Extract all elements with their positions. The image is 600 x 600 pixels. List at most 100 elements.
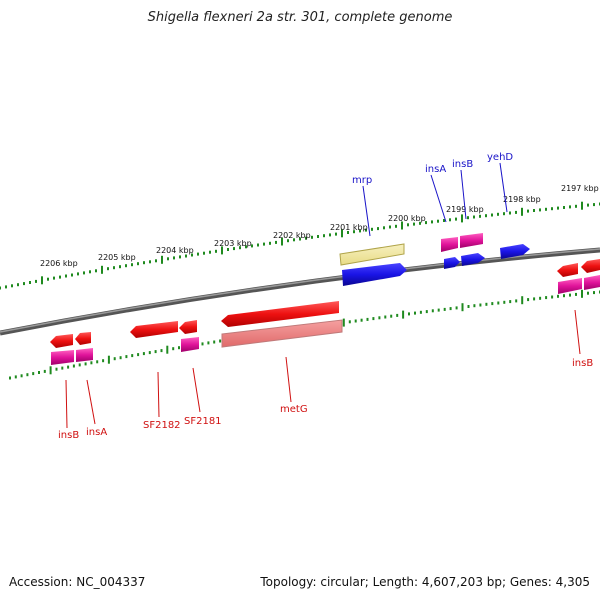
- minor-tick: [213, 340, 216, 344]
- minor-tick: [155, 259, 157, 263]
- minor-tick: [551, 295, 554, 299]
- minor-tick: [293, 238, 295, 242]
- minor-tick: [551, 207, 553, 211]
- genome-backbone: [0, 247, 600, 336]
- minor-tick: [479, 214, 481, 218]
- scale-label: 2202 kbp: [273, 231, 311, 240]
- minor-tick: [113, 357, 116, 361]
- minor-tick: [437, 308, 440, 312]
- minor-tick: [43, 369, 46, 373]
- minor-tick: [59, 275, 61, 279]
- minor-tick: [587, 203, 589, 207]
- minor-tick: [509, 211, 511, 215]
- minor-tick: [14, 375, 17, 379]
- minor-tick: [89, 270, 91, 274]
- feature-right-2: [581, 259, 600, 273]
- minor-tick: [372, 317, 375, 321]
- scale-label: 2204 kbp: [156, 246, 194, 255]
- feature-insB-cds: [461, 253, 485, 266]
- feature-mrp-cds: [342, 263, 407, 286]
- minor-tick: [485, 214, 487, 218]
- major-tick: [221, 246, 223, 255]
- feature-insA-top: [441, 237, 458, 252]
- gene-label-mrp: mrp: [352, 175, 372, 186]
- minor-tick: [425, 221, 427, 225]
- minor-tick: [389, 225, 391, 229]
- minor-tick: [371, 227, 373, 231]
- minor-tick: [227, 248, 229, 251]
- feature-insA-left-cds: [75, 332, 91, 345]
- feature-insB-left-cds: [50, 334, 73, 348]
- minor-tick: [71, 273, 73, 277]
- minor-tick: [359, 229, 361, 233]
- minor-tick: [203, 251, 205, 255]
- minor-tick: [239, 246, 241, 250]
- minor-tick: [9, 376, 11, 380]
- genome-title: Shigella flexneri 2a str. 301, complete …: [147, 10, 453, 25]
- minor-tick: [563, 294, 565, 298]
- scale-ticks: [0, 201, 600, 380]
- feature-right-3: [558, 278, 582, 294]
- minor-tick: [119, 356, 122, 360]
- minor-tick: [491, 302, 494, 306]
- minor-tick: [11, 284, 13, 288]
- minor-tick: [467, 305, 470, 308]
- feature-right-1: [557, 263, 578, 277]
- minor-tick: [443, 219, 445, 222]
- minor-tick: [143, 261, 145, 265]
- minor-tick: [431, 309, 434, 313]
- minor-tick: [383, 226, 385, 230]
- minor-tick: [323, 234, 325, 238]
- minor-tick: [0, 286, 1, 290]
- scale-label: 2205 kbp: [98, 253, 136, 262]
- minor-tick: [395, 224, 397, 228]
- minor-tick: [449, 307, 452, 311]
- feature-insB-left: [51, 350, 74, 365]
- minor-tick: [539, 296, 542, 300]
- feature-insB-top: [460, 233, 483, 248]
- minor-tick: [173, 256, 175, 260]
- major-tick: [461, 214, 463, 223]
- minor-tick: [377, 227, 379, 231]
- minor-tick: [154, 350, 157, 354]
- minor-tick: [575, 204, 577, 208]
- minor-tick: [251, 244, 253, 248]
- minor-tick: [77, 272, 79, 276]
- minor-tick: [311, 235, 313, 239]
- minor-tick: [533, 209, 535, 212]
- minor-tick: [149, 260, 151, 264]
- minor-tick: [408, 312, 410, 316]
- scale-label: 2198 kbp: [503, 195, 541, 204]
- minor-tick: [275, 240, 277, 244]
- minor-tick: [29, 281, 31, 284]
- minor-tick: [131, 263, 133, 267]
- minor-tick: [455, 306, 458, 310]
- scale-label: 2206 kbp: [40, 259, 78, 268]
- gene-label-yehD: yehD: [487, 152, 513, 163]
- minor-tick: [509, 300, 512, 304]
- minor-tick: [527, 298, 530, 302]
- major-tick: [581, 289, 583, 298]
- minor-tick: [269, 241, 271, 245]
- gene-label-insA: insA: [425, 164, 446, 175]
- minor-tick: [125, 264, 127, 268]
- minor-tick: [419, 221, 421, 225]
- minor-tick: [587, 291, 589, 295]
- minor-tick: [533, 297, 536, 301]
- minor-tick: [414, 311, 416, 315]
- minor-tick: [378, 316, 381, 320]
- minor-tick: [317, 235, 319, 238]
- minor-tick: [178, 346, 180, 350]
- feature-insA-cds: [444, 257, 460, 269]
- major-tick: [402, 310, 405, 319]
- accession-text: Accession: NC_004337: [9, 575, 146, 589]
- minor-tick: [431, 220, 433, 224]
- minor-tick: [160, 349, 163, 353]
- reverse-features: [50, 301, 343, 365]
- feature-metG-rna: [221, 319, 343, 348]
- gene-label-insB: insB: [452, 159, 473, 170]
- major-tick: [521, 207, 523, 216]
- minor-tick: [539, 208, 541, 212]
- minor-tick: [131, 354, 134, 358]
